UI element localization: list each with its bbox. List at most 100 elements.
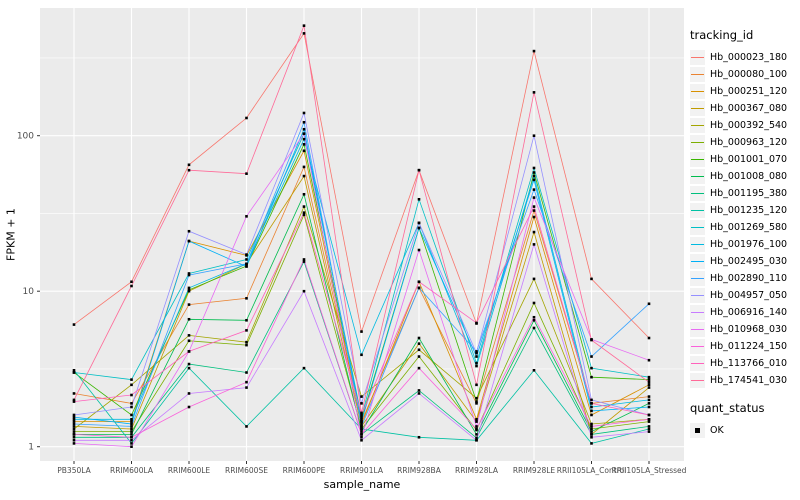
data-point (245, 386, 248, 389)
legend-key-swatch (690, 203, 705, 218)
data-point (72, 435, 76, 439)
legend-item-Hb_002495_030: Hb_002495_030 (690, 253, 800, 270)
data-point (475, 351, 478, 355)
legend-item-Hb_006916_140: Hb_006916_140 (690, 304, 800, 321)
legend-key-line (691, 91, 704, 93)
legend-key-swatch (690, 84, 705, 99)
legend-key-swatch (690, 271, 705, 286)
data-point (72, 422, 76, 426)
data-point (72, 430, 76, 433)
data-point (647, 386, 651, 389)
data-point (590, 366, 593, 370)
data-point (360, 425, 363, 428)
data-point (130, 427, 133, 431)
x-tick-label: RRIM928BA (397, 466, 442, 475)
data-point (302, 24, 306, 27)
data-point (360, 353, 363, 357)
legend-key-swatch (690, 288, 705, 303)
data-point (417, 435, 421, 439)
data-point (360, 402, 363, 405)
data-point (475, 427, 478, 431)
data-point (590, 375, 593, 379)
x-tick-label: RRIM600LA (110, 466, 154, 475)
data-point (475, 400, 478, 403)
data-point (417, 221, 421, 225)
legend-key-swatch (690, 423, 705, 438)
data-point (417, 336, 421, 340)
legend-item-label: Hb_174541_030 (710, 375, 788, 386)
data-point (532, 209, 536, 212)
data-point (245, 265, 248, 268)
legend-item-label: Hb_001008_080 (710, 171, 788, 182)
data-point (417, 248, 421, 252)
data-point (302, 137, 306, 141)
data-point (72, 442, 76, 445)
legend-item-Hb_001235_120: Hb_001235_120 (690, 202, 800, 219)
legend-item-label: Hb_000251_120 (710, 86, 788, 97)
legend-item-Hb_000251_120: Hb_000251_120 (690, 83, 800, 100)
x-tick-label: RRIM901LA (340, 466, 384, 475)
data-point (130, 413, 133, 417)
data-point (590, 422, 593, 426)
data-point (590, 427, 593, 431)
data-point (590, 413, 593, 417)
legend-key-swatch (690, 169, 705, 184)
legend-item-label: Hb_000080_100 (710, 69, 788, 80)
data-point (130, 420, 133, 423)
data-point (417, 366, 421, 370)
data-point (130, 422, 133, 426)
data-point (72, 413, 76, 417)
legend-key-line (691, 261, 704, 263)
data-point (245, 253, 248, 256)
legend-key-swatch (690, 135, 705, 150)
y-tick-label: 1 (28, 443, 34, 453)
data-point (532, 315, 536, 319)
y-tick-label: 100 (17, 132, 34, 142)
legend-key-line (691, 108, 704, 110)
data-point (302, 211, 306, 214)
legend-key-line (691, 159, 704, 161)
data-point (72, 392, 76, 395)
data-point (302, 258, 306, 261)
data-point (360, 430, 363, 433)
data-point (360, 433, 363, 436)
data-point (417, 286, 421, 290)
data-point (245, 318, 248, 322)
data-point (360, 420, 363, 423)
data-point (302, 260, 306, 263)
data-point (360, 413, 363, 417)
data-point (590, 435, 593, 439)
legend-item-Hb_000080_100: Hb_000080_100 (690, 66, 800, 83)
legend-item-Hb_002890_110: Hb_002890_110 (690, 270, 800, 287)
data-point (532, 326, 536, 330)
data-point (475, 396, 478, 400)
legend-item-Hb_174541_030: Hb_174541_030 (690, 372, 800, 389)
data-point (130, 442, 133, 445)
legend-key-line (691, 74, 704, 76)
legend-item-Hb_000963_120: Hb_000963_120 (690, 134, 800, 151)
legend-key-swatch (690, 356, 705, 371)
legend: tracking_id Hb_000023_180 Hb_000080_100 Hb… (690, 28, 800, 439)
data-point (647, 358, 651, 362)
data-point (302, 32, 306, 35)
data-point (130, 438, 133, 442)
data-point (302, 132, 306, 136)
legend-item-label: Hb_002495_030 (710, 256, 788, 267)
data-point (245, 340, 248, 344)
legend-item-Hb_000023_180: Hb_000023_180 (690, 49, 800, 66)
data-point (590, 433, 593, 436)
data-point (532, 166, 536, 170)
legend-key-swatch (690, 305, 705, 320)
data-point (532, 178, 536, 182)
data-point (647, 375, 651, 379)
data-point (647, 405, 651, 409)
data-point (360, 330, 363, 333)
data-point (590, 338, 593, 342)
data-point (590, 442, 593, 445)
legend-key-swatch (690, 339, 705, 354)
data-point (360, 395, 363, 398)
legend-item-label: Hb_010968_030 (710, 324, 788, 335)
data-point (532, 134, 536, 137)
legend-key-swatch (690, 237, 705, 252)
